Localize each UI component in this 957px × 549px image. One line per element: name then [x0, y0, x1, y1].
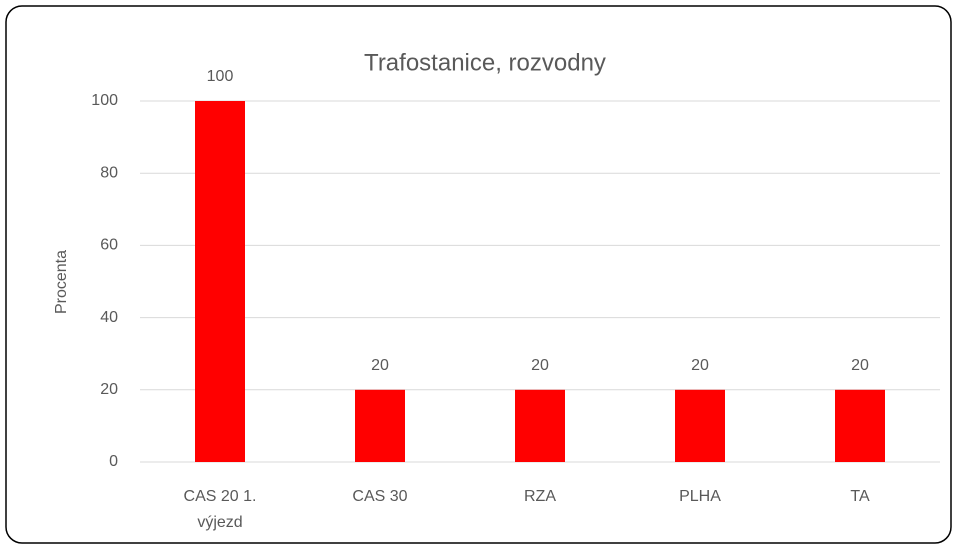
x-tick-label: TA [850, 488, 870, 505]
data-label: 20 [371, 357, 389, 374]
y-tick-label: 60 [100, 237, 118, 254]
x-tick-label: CAS 20 1. výjezd [184, 488, 257, 531]
y-tick-label: 0 [109, 453, 118, 470]
data-label: 20 [531, 357, 549, 374]
bar [355, 389, 405, 462]
x-tick-label: CAS 30 [352, 488, 407, 505]
y-tick-label: 100 [91, 92, 118, 109]
y-tick-label: 80 [100, 164, 118, 181]
y-tick-label: 20 [100, 381, 118, 398]
bar [195, 101, 245, 462]
chart-title: Trafostanice, rozvodny [364, 49, 606, 76]
bar [515, 389, 565, 462]
data-label: 20 [691, 357, 709, 374]
bar [675, 389, 725, 462]
bar [835, 389, 885, 462]
x-tick-label: PLHA [679, 488, 721, 505]
data-label: 100 [207, 68, 234, 85]
x-tick-label: RZA [524, 488, 556, 505]
y-tick-label: 40 [100, 309, 118, 326]
data-label: 20 [851, 357, 869, 374]
y-axis-label: Procenta [53, 250, 70, 314]
